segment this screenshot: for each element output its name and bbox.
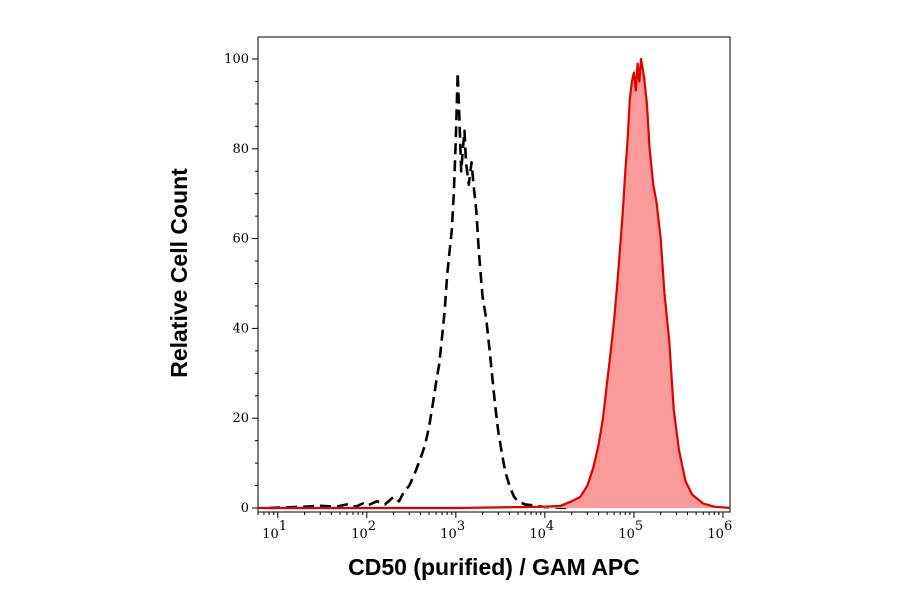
x-tick-label: 104 xyxy=(529,519,554,542)
x-tick-exponent: 6 xyxy=(724,519,732,534)
y-tick-label: 100 xyxy=(224,52,249,67)
y-tick-label: 80 xyxy=(232,142,249,157)
x-tick-base: 10 xyxy=(351,527,368,542)
series-1-line xyxy=(258,57,731,510)
x-tick-base: 10 xyxy=(440,527,457,542)
series-1-area xyxy=(258,59,730,508)
x-tick-exponent: 3 xyxy=(457,519,465,534)
x-tick-label: 101 xyxy=(262,519,287,542)
y-axis: 0 20 40 60 80 100 xyxy=(224,52,258,516)
x-tick-label: 106 xyxy=(707,519,732,542)
x-axis-title: CD50 (purified) / GAM APC xyxy=(348,554,640,580)
series-0-line xyxy=(269,71,572,510)
plot-frame xyxy=(257,36,731,513)
y-tick-label: 40 xyxy=(232,321,249,336)
y-axis-title: Relative Cell Count xyxy=(166,168,192,378)
x-tick-base: 10 xyxy=(618,527,635,542)
x-tick-exponent: 2 xyxy=(368,519,376,534)
series-layer xyxy=(258,57,731,510)
x-tick-label: 102 xyxy=(351,519,376,542)
x-tick-base: 10 xyxy=(529,527,546,542)
y-tick-label: 60 xyxy=(232,232,249,247)
x-tick-label: 105 xyxy=(618,519,643,542)
x-tick-exponent: 4 xyxy=(546,519,554,534)
x-tick-label: 103 xyxy=(440,519,465,542)
x-tick-exponent: 1 xyxy=(279,519,287,534)
x-tick-base: 10 xyxy=(262,527,279,542)
y-tick-label: 0 xyxy=(241,501,249,516)
x-tick-base: 10 xyxy=(707,527,724,542)
y-tick-label: 20 xyxy=(232,411,249,426)
x-tick-exponent: 5 xyxy=(635,519,643,534)
